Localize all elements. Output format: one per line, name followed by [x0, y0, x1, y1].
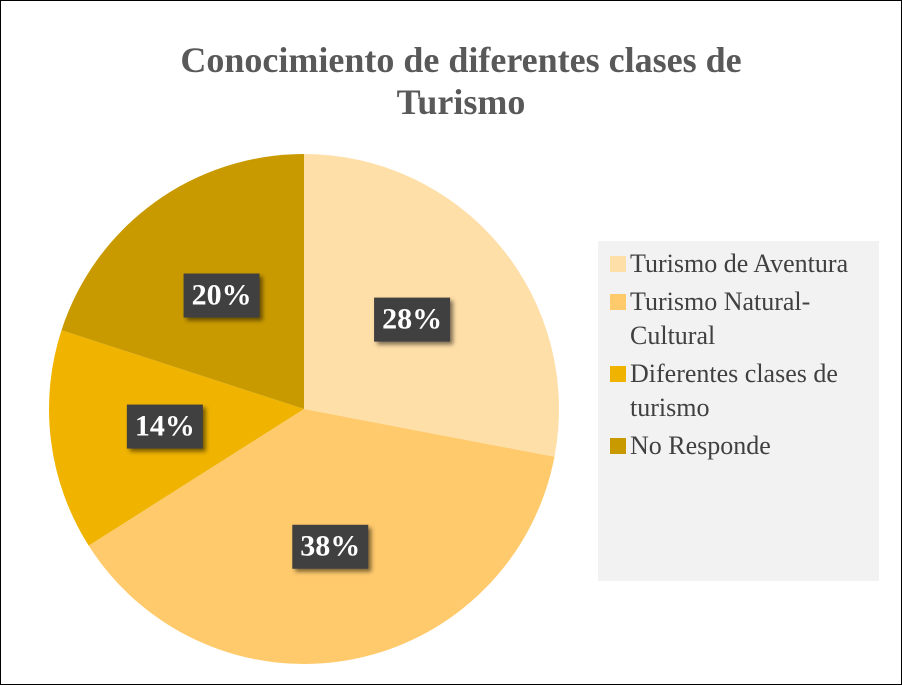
data-label-text: 28%: [382, 302, 442, 335]
legend-entry: Turismo Natural-Cultural: [610, 285, 879, 353]
legend: Turismo de Aventura Turismo Natural-Cultu…: [598, 241, 879, 581]
data-label-text: 38%: [300, 530, 360, 563]
legend-label: Turismo Natural-Cultural: [630, 287, 811, 350]
data-label-box: [292, 524, 369, 569]
legend-entry: No Responde: [610, 429, 879, 463]
legend-entry: Turismo de Aventura: [610, 247, 879, 281]
legend-label: Diferentes clases de turismo: [630, 359, 838, 422]
legend-label: No Responde: [630, 431, 771, 460]
legend-swatch: [610, 256, 626, 272]
data-label-box: [374, 297, 451, 342]
data-label: 38%: [292, 524, 369, 569]
data-label: 20%: [183, 273, 260, 318]
legend-swatch: [610, 294, 626, 310]
data-label-box: [183, 273, 260, 318]
data-label-text: 20%: [192, 278, 252, 311]
legend-swatch: [610, 438, 626, 454]
data-label: 14%: [126, 404, 203, 449]
data-label-text: 14%: [135, 409, 195, 442]
chart-title: Conocimiento de diferentes clases de Tur…: [180, 40, 742, 122]
data-label: 28%: [374, 297, 451, 342]
legend-label: Turismo de Aventura: [630, 249, 849, 278]
legend-swatch: [610, 366, 626, 382]
legend-entry: Diferentes clases de turismo: [610, 357, 879, 425]
data-label-box: [126, 404, 203, 449]
pie-slice: [61, 154, 304, 409]
